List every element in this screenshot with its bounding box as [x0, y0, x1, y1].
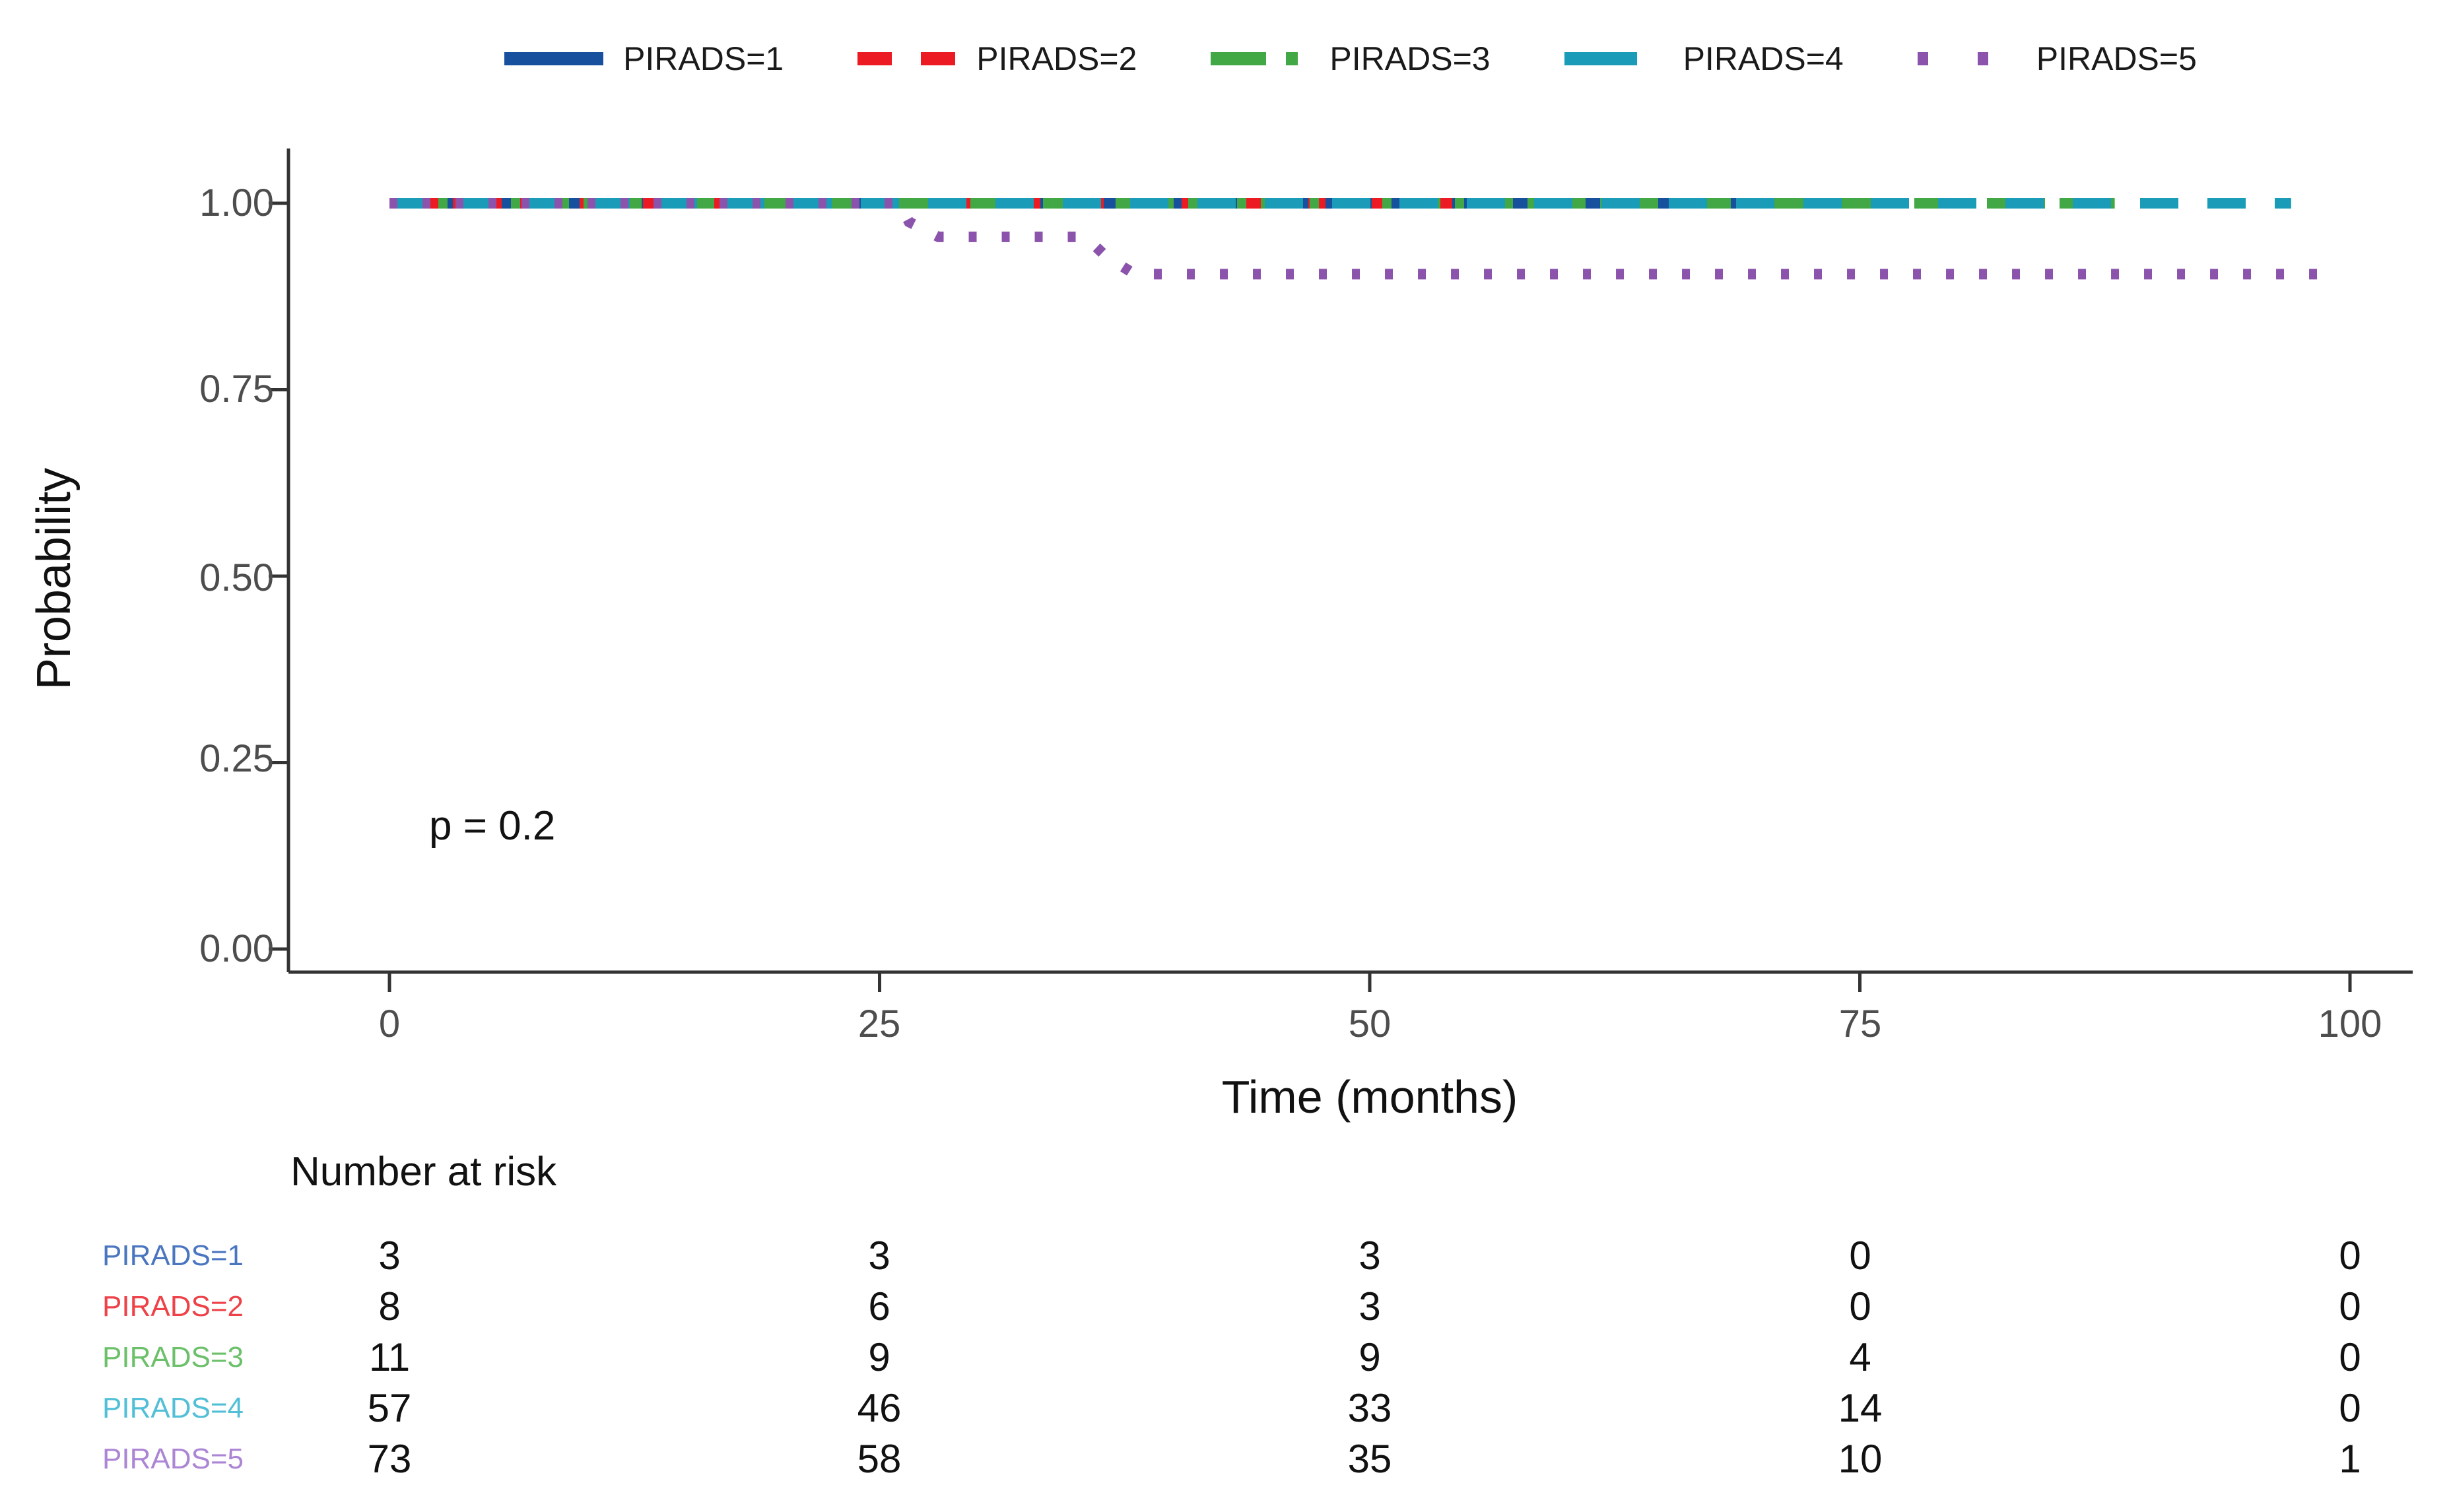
risk-value: 3 [1359, 1284, 1381, 1329]
risk-value: 0 [2339, 1233, 2361, 1278]
legend-label: PIRADS=5 [2036, 40, 2197, 77]
legend-item-pirads-4: PIRADS=4 [1564, 40, 1844, 78]
x-tick-label: 75 [1838, 1003, 1882, 1045]
risk-value: 73 [367, 1437, 412, 1481]
x-tick-label: 25 [857, 1003, 901, 1045]
risk-row-label: PIRADS=4 [102, 1392, 244, 1424]
x-axis-title: Time (months) [1221, 1071, 1518, 1123]
risk-value: 11 [368, 1335, 411, 1379]
risk-value: 9 [1359, 1335, 1381, 1379]
y-tick-label: 0.75 [199, 368, 274, 411]
risk-value: 3 [378, 1233, 401, 1278]
risk-value: 4 [1849, 1335, 1871, 1379]
line-sample-icon [1564, 52, 1663, 65]
x-tick-label: 50 [1348, 1003, 1392, 1045]
legend-item-pirads-2: PIRADS=2 [857, 40, 1137, 78]
risk-value: 3 [1359, 1233, 1381, 1278]
risk-value: 0 [1849, 1233, 1871, 1278]
risk-value: 0 [2339, 1284, 2361, 1329]
y-tick-label: 0.50 [199, 556, 274, 599]
survival-curve-pirads-5 [389, 198, 2331, 280]
x-tick-label: 0 [378, 1003, 401, 1045]
legend-label: PIRADS=3 [1329, 40, 1491, 77]
legend-label: PIRADS=1 [623, 40, 784, 77]
risk-value: 0 [1849, 1284, 1871, 1329]
risk-value: 14 [1838, 1386, 1883, 1430]
legend-item-pirads-3: PIRADS=3 [1211, 40, 1491, 78]
risk-value: 0 [2339, 1335, 2361, 1379]
line-sample-icon [857, 52, 957, 65]
risk-row-label: PIRADS=5 [102, 1443, 244, 1475]
legend-label: PIRADS=4 [1683, 40, 1844, 77]
risk-value: 10 [1838, 1437, 1883, 1481]
y-axis-title: Probability [28, 467, 81, 690]
risk-row-label: PIRADS=3 [102, 1341, 244, 1373]
y-tick-label: 0.25 [199, 737, 274, 780]
legend-label: PIRADS=2 [976, 40, 1137, 77]
risk-value: 58 [857, 1437, 902, 1481]
risk-value: 57 [367, 1386, 412, 1430]
y-tick-label: 1.00 [199, 181, 274, 224]
risk-value: 3 [868, 1233, 890, 1278]
p-value-annotation: p = 0.2 [429, 803, 556, 849]
legend-item-pirads-1: PIRADS=1 [504, 40, 784, 78]
risk-row-label: PIRADS=2 [102, 1290, 244, 1323]
risk-value: 9 [868, 1335, 890, 1379]
risk-value: 8 [378, 1284, 401, 1329]
legend: PIRADS=1 PIRADS=2 PIRADS=3 PIRADS=4 PIRA… [288, 29, 2413, 88]
risk-value: 33 [1347, 1386, 1392, 1430]
y-tick-label: 0.00 [199, 927, 274, 970]
line-sample-icon [504, 52, 604, 65]
risk-value: 0 [2339, 1386, 2361, 1430]
risk-value: 6 [868, 1284, 890, 1329]
risk-table-title: Number at risk [290, 1149, 557, 1195]
risk-row-label: PIRADS=1 [102, 1239, 244, 1272]
risk-value: 1 [2339, 1437, 2361, 1481]
risk-value: 35 [1347, 1437, 1392, 1481]
risk-value: 46 [857, 1386, 902, 1430]
x-tick-label: 100 [2318, 1003, 2382, 1045]
line-sample-icon [1211, 52, 1310, 65]
legend-item-pirads-5: PIRADS=5 [1917, 40, 2197, 78]
